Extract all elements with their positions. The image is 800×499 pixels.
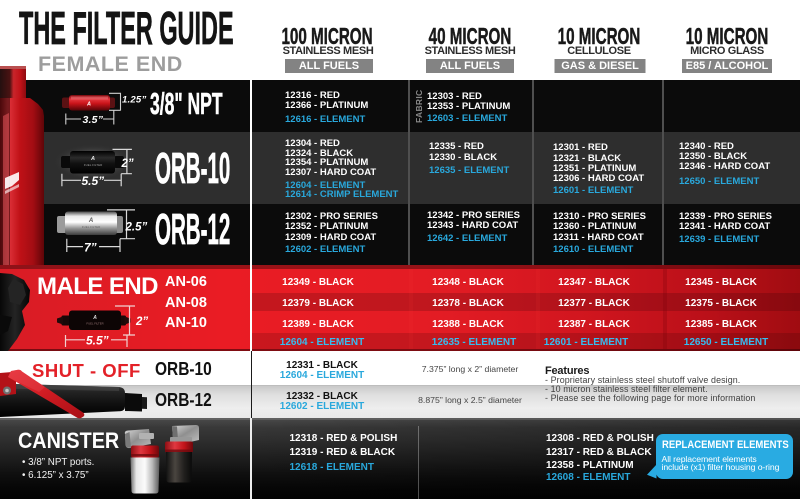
svg-text:FUEL FILTER: FUEL FILTER [84,163,103,167]
svg-text:2”: 2” [121,158,134,170]
svg-text:A: A [88,218,93,224]
svg-text:A: A [92,315,97,321]
svg-text:FABRIC: FABRIC [414,90,424,123]
svg-text:A: A [90,156,95,162]
svg-text:FUEL FILTER: FUEL FILTER [86,322,103,326]
svg-text:1.25”: 1.25” [122,95,146,106]
svg-text:7”: 7” [84,240,97,254]
svg-text:2.5”: 2.5” [125,222,148,234]
svg-text:FUEL FILTER: FUEL FILTER [82,225,101,229]
svg-text:5.5”: 5.5” [82,174,105,188]
svg-text:A: A [86,102,91,108]
svg-text:3.5”: 3.5” [83,114,104,126]
svg-text:2”: 2” [135,316,148,328]
svg-text:5.5”: 5.5” [86,334,109,348]
